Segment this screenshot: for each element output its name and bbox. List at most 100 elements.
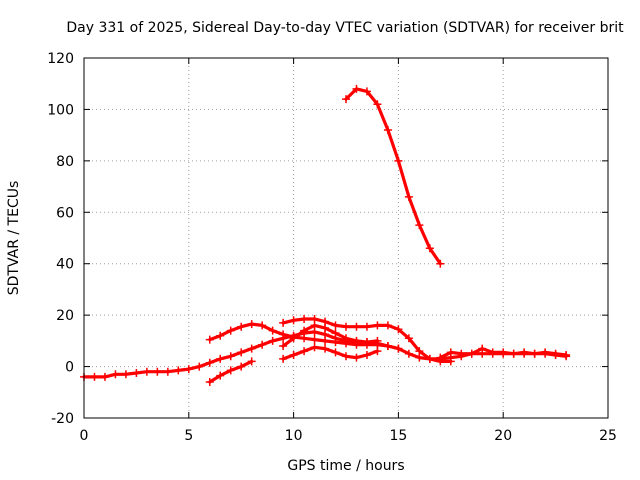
data-point-marker	[352, 353, 361, 362]
data-point-marker	[289, 316, 298, 325]
y-tick-label: 20	[56, 308, 74, 324]
data-point-marker	[321, 324, 330, 332]
data-point-marker	[425, 244, 434, 253]
data-point-marker	[373, 347, 382, 356]
grid	[84, 58, 608, 418]
data-point-marker	[425, 354, 434, 363]
data-point-marker	[300, 315, 309, 323]
data-point-marker	[488, 348, 497, 357]
data-point-marker	[404, 349, 413, 358]
y-tick-label: -20	[51, 411, 74, 427]
data-point-marker	[383, 321, 392, 330]
data-point-marker	[142, 367, 151, 376]
series-line	[281, 323, 379, 348]
data-point-marker	[404, 334, 413, 343]
data-point-marker	[342, 322, 350, 331]
data-point-marker	[121, 370, 130, 379]
chart-title: Day 331 of 2025, Sidereal Day-to-day VTE…	[66, 20, 624, 36]
plot-frame	[83, 57, 609, 419]
x-tick-label: 25	[599, 428, 617, 444]
data-point-marker	[279, 354, 288, 363]
data-point-marker	[394, 156, 403, 165]
y-tick-label: 40	[56, 257, 74, 273]
series-line	[344, 87, 442, 266]
data-point-marker	[258, 340, 267, 349]
data-point-marker	[457, 349, 466, 358]
data-point-marker	[352, 336, 361, 345]
series-track-h	[342, 84, 445, 268]
data-point-marker	[373, 336, 382, 345]
y-axis-label: SDTVAR / TECUs	[6, 181, 22, 296]
data-point-marker	[467, 349, 476, 358]
y-tick-label: 60	[56, 205, 74, 221]
data-point-marker	[111, 370, 120, 379]
data-point-marker	[373, 100, 382, 109]
data-point-marker	[541, 348, 550, 357]
data-point-marker	[362, 338, 371, 347]
data-point-marker	[530, 349, 539, 358]
data-point-marker	[436, 353, 445, 362]
data-point-marker	[509, 349, 518, 358]
series-line	[281, 345, 379, 361]
data-point-marker	[216, 331, 225, 340]
data-point-marker	[195, 362, 204, 371]
y-tick-label: 80	[56, 154, 74, 170]
data-point-marker	[300, 334, 309, 343]
series-track-e	[205, 357, 256, 386]
data-point-marker	[289, 334, 298, 343]
data-point-marker	[362, 87, 371, 96]
data-point-marker	[310, 343, 319, 352]
data-point-marker	[100, 372, 109, 381]
data-point-marker	[499, 348, 508, 357]
data-point-marker	[373, 321, 382, 330]
data-point-marker	[279, 330, 288, 339]
data-point-marker	[394, 325, 403, 334]
x-tick-label: 0	[80, 428, 89, 444]
data-point-marker	[352, 322, 361, 331]
y-tick-label: 100	[47, 102, 74, 118]
data-point-marker	[205, 335, 214, 344]
data-point-marker	[268, 336, 277, 345]
data-point-marker	[237, 362, 246, 371]
data-point-marker	[279, 318, 288, 327]
data-point-marker	[331, 321, 340, 330]
data-point-marker	[163, 367, 172, 376]
data-point-marker	[237, 322, 246, 331]
data-point-marker	[184, 365, 193, 374]
data-point-marker	[289, 351, 298, 359]
data-point-marker	[279, 342, 288, 350]
data-point-marker	[237, 348, 246, 357]
data-point-marker	[352, 84, 361, 93]
data-point-marker	[551, 349, 560, 358]
x-axis-label: GPS time / hours	[287, 458, 404, 474]
data-point-marker	[520, 348, 529, 357]
data-point-marker	[247, 357, 256, 366]
y-tick-label: 0	[65, 360, 74, 376]
series-track-f	[279, 321, 382, 350]
data-point-marker	[321, 344, 330, 353]
data-point-marker	[247, 320, 256, 329]
data-point-marker	[226, 326, 235, 335]
data-point-marker	[90, 372, 99, 381]
data-point-marker	[331, 329, 340, 338]
y-tick-label: 120	[47, 51, 74, 67]
x-tick-label: 10	[285, 428, 303, 444]
data-point-marker	[132, 369, 141, 377]
data-point-marker	[258, 321, 267, 330]
data-point-marker	[436, 259, 445, 268]
axis-ticks: 0 5 10 15 20 25 -20 0 20 40 60 80 100 120	[47, 51, 617, 444]
data-point-marker	[268, 326, 277, 335]
data-point-marker	[205, 358, 214, 367]
data-point-marker	[342, 95, 350, 104]
x-tick-label: 15	[389, 428, 407, 444]
data-point-marker	[300, 326, 309, 335]
data-point-marker	[310, 335, 319, 344]
data-point-marker	[153, 367, 162, 376]
data-point-marker	[446, 348, 455, 357]
data-point-marker	[331, 338, 340, 347]
series-track-g	[436, 344, 571, 362]
x-tick-label: 5	[184, 428, 193, 444]
data-point-marker	[174, 366, 183, 375]
data-point-marker	[342, 352, 350, 361]
